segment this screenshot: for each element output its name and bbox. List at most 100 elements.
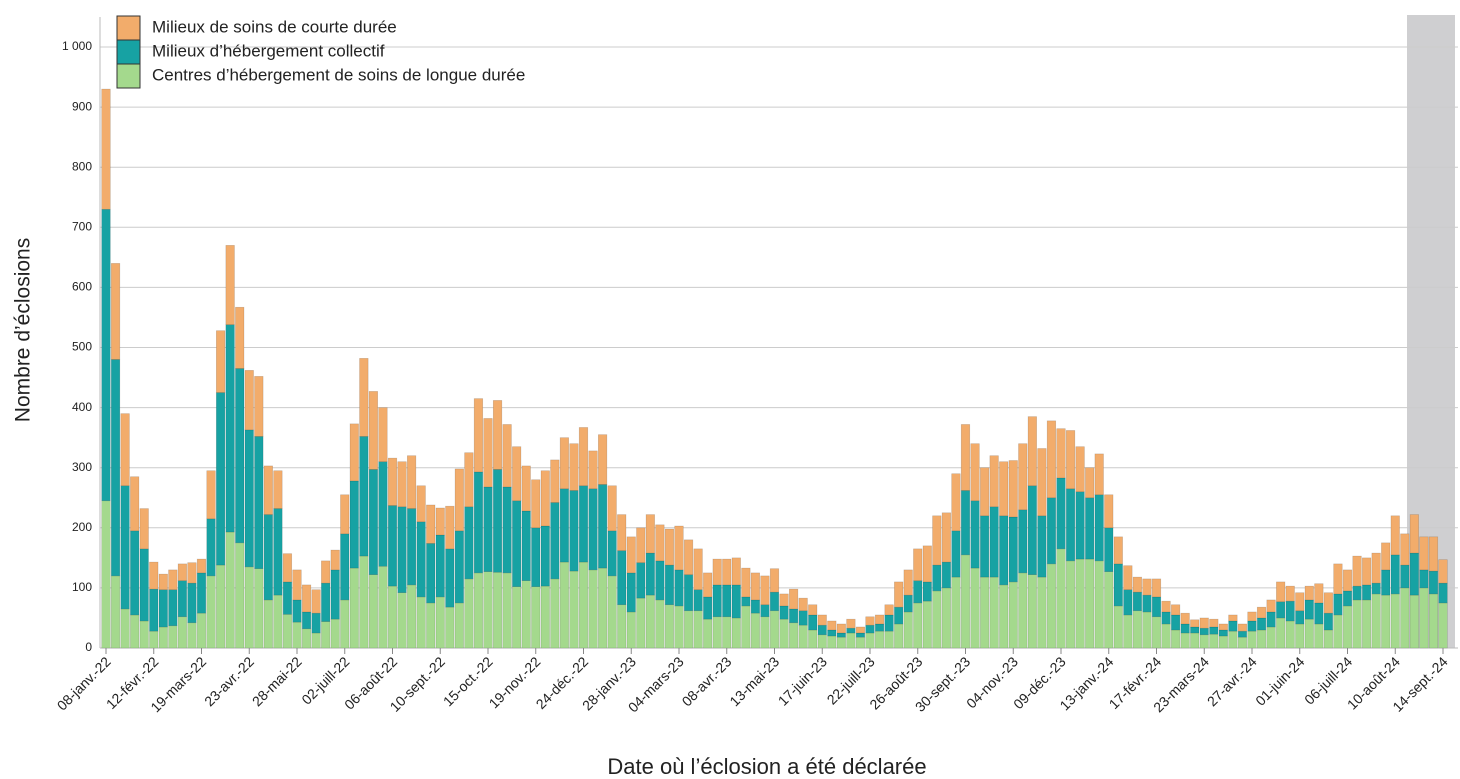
bar-segment [645, 552, 655, 596]
bar-segment [569, 443, 579, 491]
bar-segment [1362, 599, 1372, 649]
bar-segment [512, 446, 522, 502]
bar-segment [187, 562, 197, 584]
bar-segment [1314, 623, 1324, 649]
bar-segment [808, 629, 818, 649]
bar-segment [1209, 633, 1219, 649]
bar-segment [416, 485, 426, 523]
bar-segment [149, 630, 159, 649]
bar-segment [731, 557, 741, 586]
bar-segment [1113, 563, 1123, 607]
bar-segment [177, 563, 187, 581]
bar-segment [521, 510, 531, 581]
bar-segment [1104, 527, 1114, 572]
bar-segment [569, 490, 579, 572]
bar-segment [817, 614, 827, 626]
bar-segment [1142, 578, 1152, 596]
bar-segment [311, 632, 321, 649]
bar-segment [865, 632, 875, 649]
bar-segment [464, 452, 474, 508]
legend-label: Centres d’hébergement de soins de longue… [152, 65, 525, 84]
bar-segment [636, 527, 646, 563]
bar-segment [741, 605, 751, 649]
bar-segment [1381, 569, 1391, 596]
bar-segment [693, 610, 703, 649]
bar-segment [779, 593, 789, 607]
legend-swatch [116, 63, 141, 89]
bar-segment [951, 530, 961, 578]
bar-segment [130, 614, 140, 649]
bar-segment [1266, 599, 1276, 613]
bar-segment [1065, 430, 1076, 490]
bar-segment [187, 622, 197, 649]
bar-segment [1199, 617, 1209, 629]
bar-segment [941, 512, 951, 563]
bar-segment [110, 263, 121, 360]
bar-segment [674, 525, 684, 571]
bar-segment [808, 614, 818, 631]
bar-segment [1218, 623, 1228, 631]
bar-segment [913, 602, 923, 649]
bar-segment [607, 530, 617, 577]
bar-segment [1132, 576, 1142, 593]
bar-segment [254, 376, 264, 437]
bar-segment [913, 548, 923, 581]
bar-segment [321, 560, 331, 584]
bar-segment [827, 620, 837, 631]
bar-segment [664, 604, 675, 649]
bar-segment [999, 461, 1009, 517]
bar-segment [1428, 593, 1439, 649]
bar-segment [550, 502, 560, 580]
y-tick-label: 200 [72, 520, 92, 534]
bar-segment [168, 569, 178, 591]
bar-segment [1142, 594, 1152, 613]
bar-segment [703, 618, 713, 649]
bar-segment [473, 572, 484, 649]
bar-segment [435, 507, 445, 536]
bar-segment [683, 539, 694, 575]
bar-segment [531, 586, 541, 649]
bar-segment [1438, 582, 1448, 604]
bar-segment [435, 596, 445, 649]
bar-segment [865, 624, 875, 634]
bar-segment [645, 594, 655, 649]
bar-segment [1237, 636, 1248, 649]
bar-segment [1132, 591, 1142, 612]
bar-segment [989, 576, 999, 649]
bar-segment [1304, 585, 1314, 601]
bar-segment [626, 536, 636, 574]
bar-segment [827, 635, 837, 649]
bar-segment [1151, 578, 1162, 598]
bar-segment [292, 569, 302, 601]
bar-segment [426, 504, 436, 544]
bar-segment [330, 618, 340, 649]
bar-segment [855, 626, 866, 634]
bar-segment [980, 576, 990, 649]
bar-segment [1381, 542, 1391, 571]
bar-segment [244, 370, 254, 431]
bar-segment [712, 616, 722, 649]
bar-segment [1295, 592, 1305, 612]
bar-segment [1018, 572, 1028, 649]
bar-segment [407, 584, 417, 649]
bar-segment [254, 436, 264, 569]
bar-segment [540, 470, 550, 527]
bar-segment [292, 599, 302, 623]
bar-segment [216, 330, 226, 393]
bar-segment [683, 574, 694, 612]
bar-segment [750, 572, 760, 601]
bar-segment [1352, 555, 1362, 587]
bar-segment [1237, 630, 1248, 638]
bar-segment [282, 581, 293, 615]
bar-segment [1295, 610, 1305, 625]
bar-segment [712, 558, 722, 586]
bar-segment [1085, 558, 1095, 649]
bar-segment [206, 470, 216, 520]
bar-segment [884, 630, 894, 649]
bar-segment [1171, 614, 1181, 631]
bar-segment [349, 480, 359, 569]
legend-swatch [116, 39, 141, 65]
bar-segment [1276, 601, 1286, 619]
bar-segment [445, 505, 455, 550]
bar-segment [1390, 593, 1400, 649]
